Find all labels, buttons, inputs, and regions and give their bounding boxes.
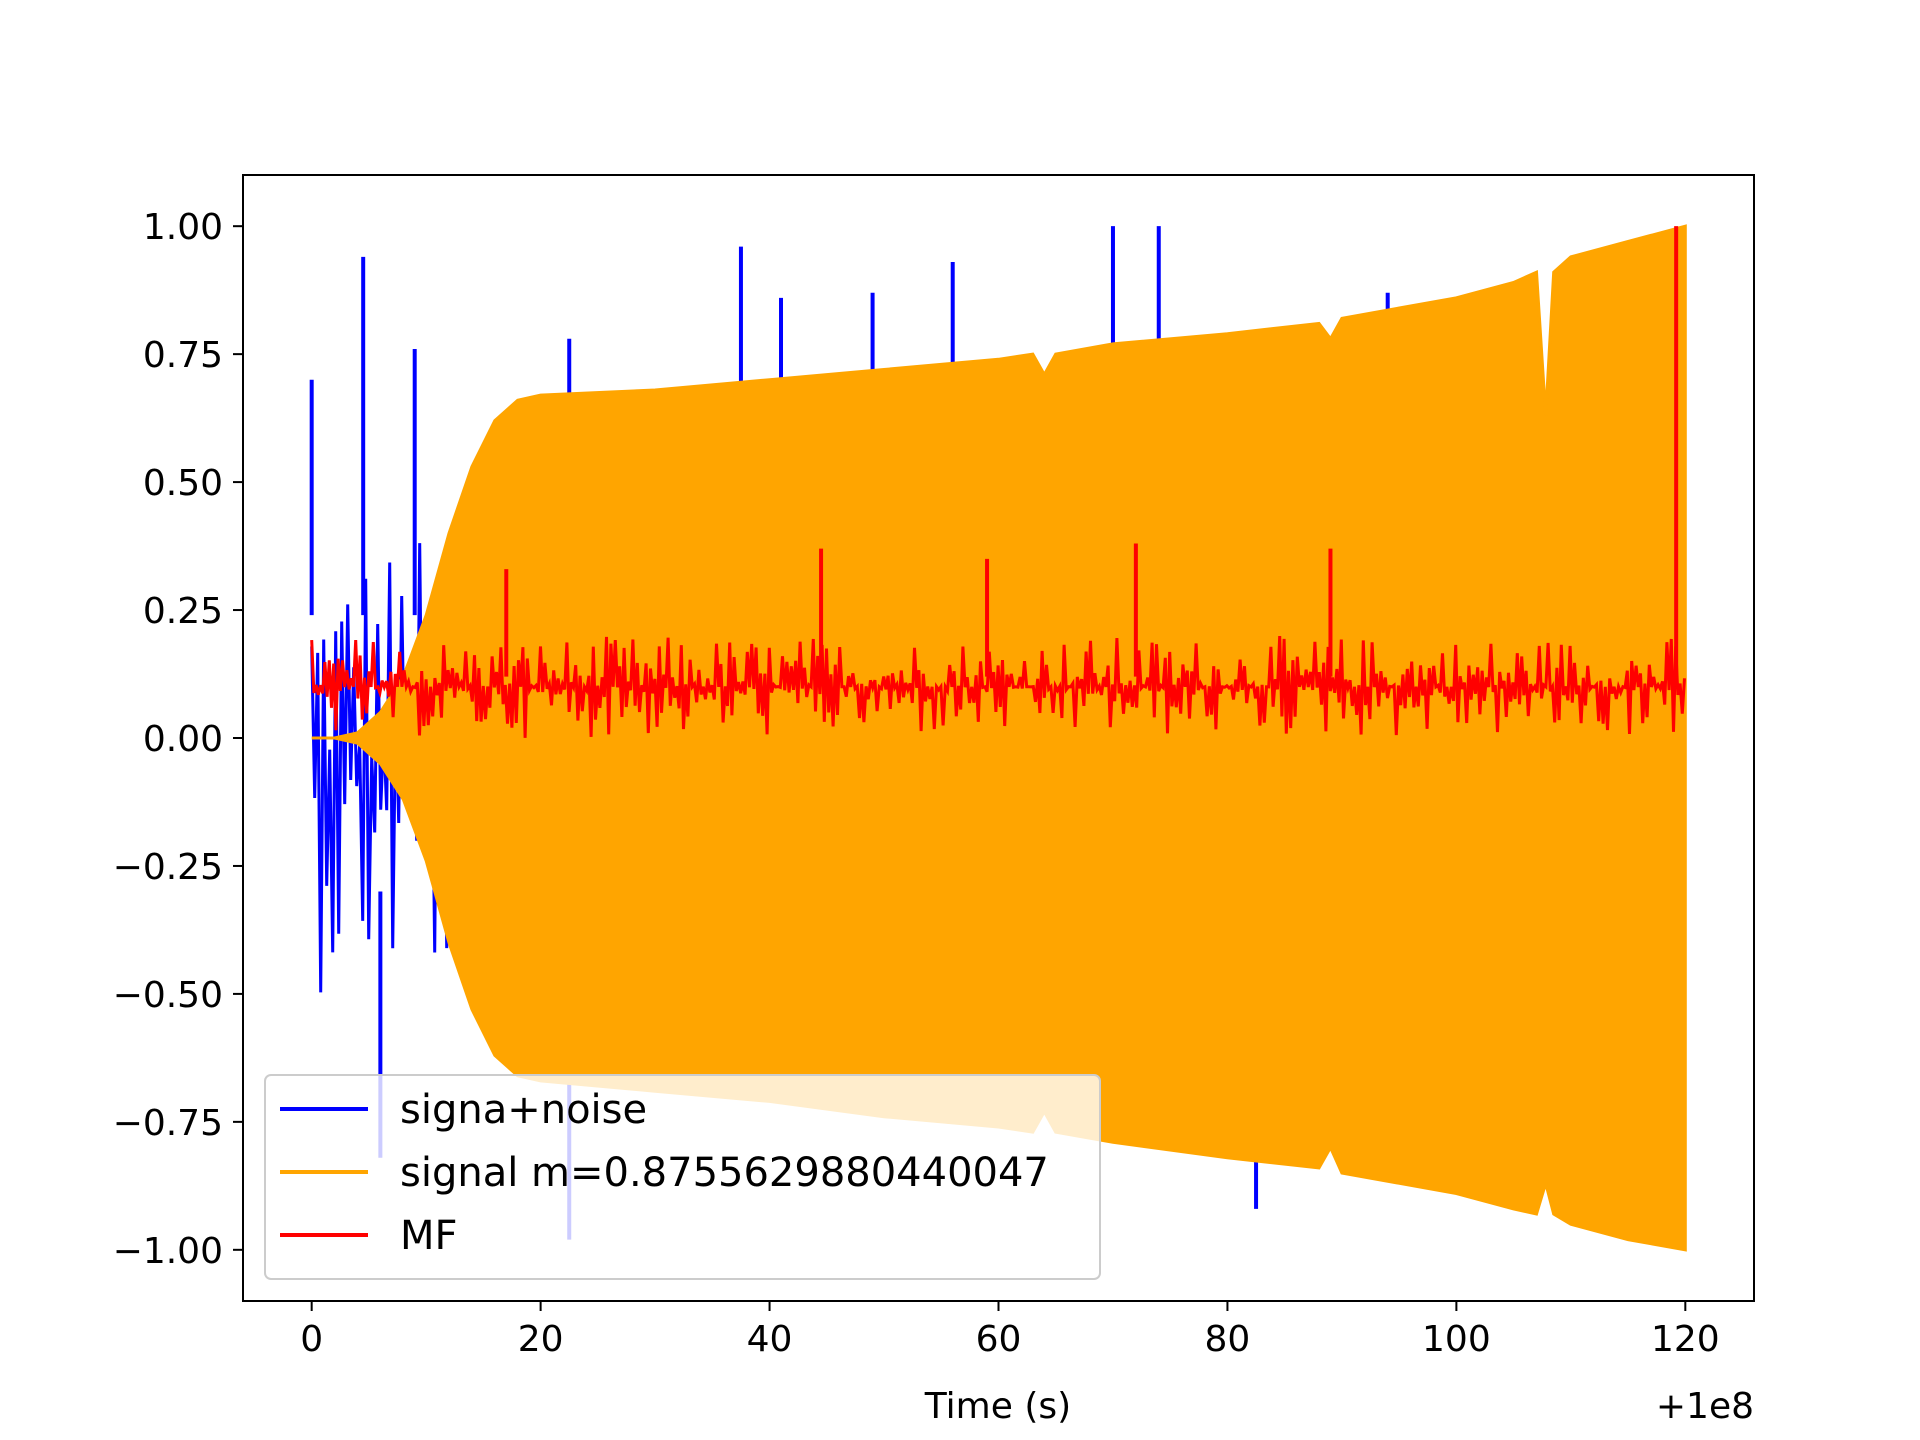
legend: signa+noise signal m=0.8755629880440047 … bbox=[264, 1074, 1101, 1280]
x-tick-label: 60 bbox=[976, 1319, 1022, 1360]
legend-label-mf: MF bbox=[400, 1213, 458, 1259]
legend-label-signal-noise: signa+noise bbox=[400, 1087, 647, 1133]
y-tick-label: 1.00 bbox=[143, 207, 223, 248]
y-tick-label: 0.00 bbox=[143, 719, 223, 760]
series-mf-line bbox=[310, 636, 1686, 738]
y-tick-label: 0.50 bbox=[143, 463, 223, 504]
x-tick-label: 40 bbox=[747, 1319, 793, 1360]
x-axis: 0 20 40 60 80 100 120 bbox=[300, 1301, 1720, 1360]
legend-label-signal: signal m=0.8755629880440047 bbox=[400, 1150, 1049, 1196]
series-mf bbox=[310, 226, 1686, 738]
y-tick-label: 0.75 bbox=[143, 335, 223, 376]
x-tick-label: 80 bbox=[1205, 1319, 1251, 1360]
x-tick-label: 0 bbox=[300, 1319, 323, 1360]
y-axis: 1.00 0.75 0.50 0.25 0.00 −0.25 −0.50 −0.75 −1.00 bbox=[113, 207, 243, 1272]
y-tick-label: −0.75 bbox=[113, 1103, 223, 1144]
legend-box bbox=[264, 1074, 1101, 1280]
series-layer bbox=[309, 224, 1687, 1252]
x-tick-label: 100 bbox=[1422, 1319, 1491, 1360]
y-tick-label: −0.50 bbox=[113, 975, 223, 1016]
x-axis-label: Time (s) bbox=[924, 1386, 1071, 1427]
y-tick-label: −1.00 bbox=[113, 1231, 223, 1272]
x-tick-label: 120 bbox=[1651, 1319, 1720, 1360]
x-tick-label: 20 bbox=[518, 1319, 564, 1360]
y-tick-label: −0.25 bbox=[113, 847, 223, 888]
x-offset-text: +1e8 bbox=[1656, 1386, 1754, 1427]
y-tick-label: 0.25 bbox=[143, 591, 223, 632]
